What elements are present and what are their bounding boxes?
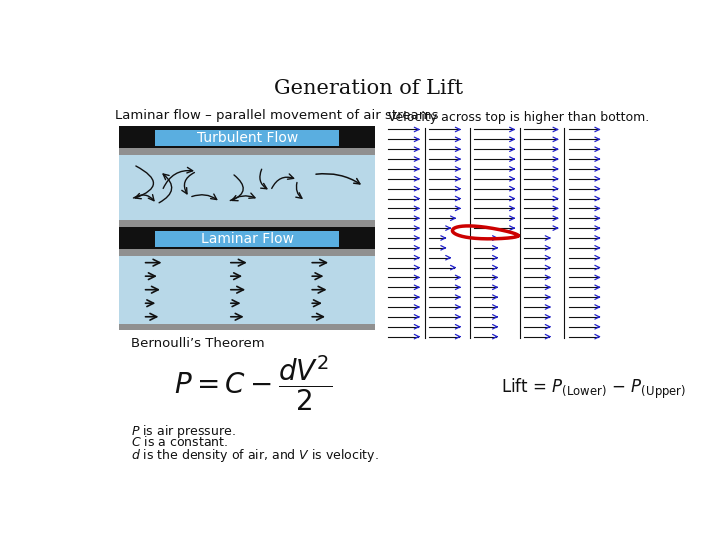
Text: Bernoulli’s Theorem: Bernoulli’s Theorem <box>131 336 265 349</box>
Bar <box>120 256 375 323</box>
Bar <box>156 130 339 146</box>
Text: $d$ is the density of air, and $V$ is velocity.: $d$ is the density of air, and $V$ is ve… <box>131 448 379 464</box>
Text: Lift = $P_{\mathregular{(Lower)}}$ $-$ $P_{\mathregular{(Upper)}}$: Lift = $P_{\mathregular{(Lower)}}$ $-$ $… <box>500 377 686 401</box>
Bar <box>120 249 375 256</box>
Text: Laminar flow – parallel movement of air streams: Laminar flow – parallel movement of air … <box>114 109 438 122</box>
Bar <box>120 155 375 220</box>
Bar <box>120 148 375 155</box>
Text: $P = C - \dfrac{dV^2}{2}$: $P = C - \dfrac{dV^2}{2}$ <box>174 354 332 413</box>
Text: $C$ is a constant.: $C$ is a constant. <box>131 435 228 449</box>
Text: Velocity across top is higher than bottom.: Velocity across top is higher than botto… <box>388 111 649 124</box>
Text: Turbulent Flow: Turbulent Flow <box>197 131 298 145</box>
Bar <box>156 231 339 247</box>
Text: Generation of Lift: Generation of Lift <box>274 79 464 98</box>
Bar <box>120 323 375 330</box>
Text: Laminar Flow: Laminar Flow <box>201 232 294 246</box>
Bar <box>120 220 375 227</box>
Text: $P$ is air pressure.: $P$ is air pressure. <box>131 423 236 440</box>
Bar <box>120 126 375 330</box>
